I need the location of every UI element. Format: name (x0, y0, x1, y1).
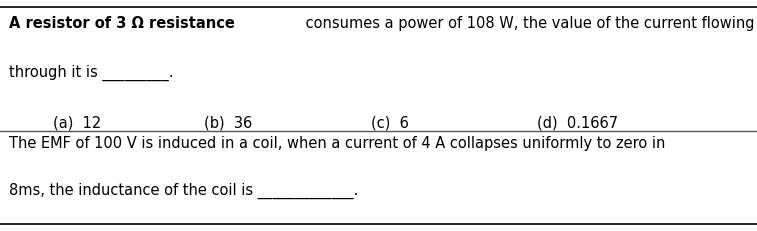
Text: (a)  12: (a) 12 (53, 116, 101, 131)
Text: (c)  6: (c) 6 (371, 116, 409, 131)
Text: 8ms, the inductance of the coil is _____________.: 8ms, the inductance of the coil is _____… (9, 182, 359, 199)
Text: (b)  36: (b) 36 (204, 116, 253, 131)
Text: A resistor of 3 Ω resistance: A resistor of 3 Ω resistance (9, 16, 235, 31)
Text: The EMF of 100 V is induced in a coil, when a current of 4 A collapses uniformly: The EMF of 100 V is induced in a coil, w… (9, 136, 665, 151)
Text: (d)  0.1667: (d) 0.1667 (537, 116, 618, 131)
Text: consumes a power of 108 W, the value of the current flowing: consumes a power of 108 W, the value of … (301, 16, 754, 31)
Text: through it is _________.: through it is _________. (9, 65, 173, 81)
